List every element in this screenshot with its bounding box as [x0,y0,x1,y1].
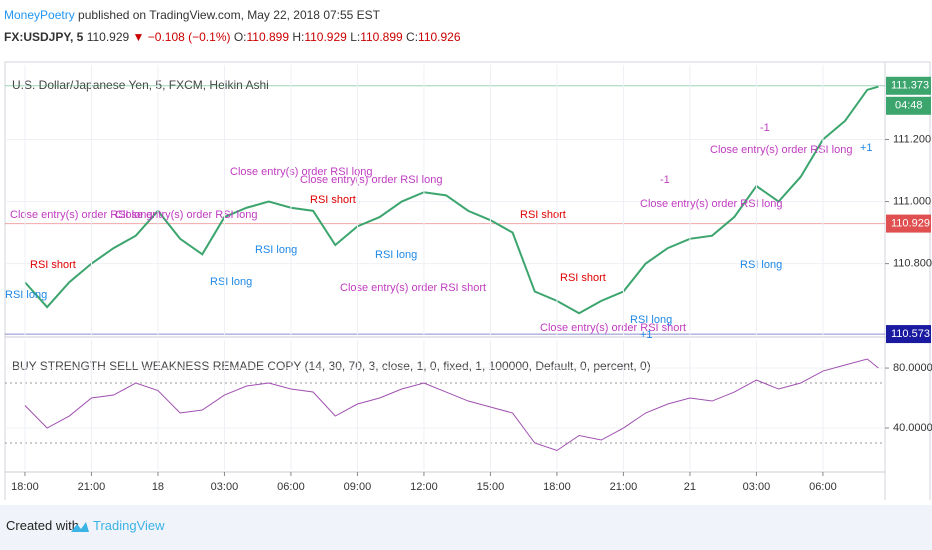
publish-line: MoneyPoetry published on TradingView.com… [4,8,380,22]
annotation: Close entry(s) order RSI long [10,209,152,221]
annotation: Close entry(s) order RSI short [540,322,686,334]
annotation: Close entry(s) order RSI short [340,282,486,294]
annotation: RSI long [5,289,47,301]
indicator-title: BUY STRENGTH SELL WEAKNESS REMADE COPY (… [12,359,651,373]
ohlc-c: 110.926 [418,30,461,44]
symbol-line: FX:USDJPY, 5 110.929 ▼ −0.108 (−0.1%) O:… [4,30,461,44]
x-tick-label: 18:00 [11,481,39,493]
ohlc-o: 110.899 [246,30,290,44]
x-tick-label: 18:00 [543,481,571,493]
symbol: FX:USDJPY, 5 [4,30,84,44]
ohlc-l: 110.899 [360,30,403,44]
ohlc-o-label: O: [233,30,247,44]
countdown: 04:48 [895,100,923,112]
annotation: RSI long [375,249,417,261]
series-line [24,358,879,452]
price-tag [886,76,931,95]
footer-brand: TradingView [93,518,165,533]
annotation: Close entry(s) order RSI long [640,198,782,210]
annotation: RSI long [630,314,672,326]
x-tick-label: 03:00 [211,481,239,493]
ohlc-h-label: H: [292,30,305,44]
annotation: -1 [660,174,670,186]
y-tick-label: 111.200 [893,133,931,145]
x-tick-label: 12:00 [410,481,438,493]
price-tag [886,214,931,233]
annotation: RSI long [255,244,297,256]
y-tick-label: 111.000 [893,195,931,207]
x-tick-label: 06:00 [277,481,305,493]
author: MoneyPoetry [4,8,75,22]
footer: Created with TradingView [0,505,932,550]
x-tick-label: 09:00 [344,481,372,493]
logo [71,522,89,532]
annotation: Close entry(s) order RSI long [710,144,852,156]
x-tick-label: 21 [684,481,696,493]
price-pane-title: U.S. Dollar/Japanese Yen, 5, FXCM, Heiki… [12,78,269,92]
annotation: RSI long [740,259,782,271]
price-tag-label: 111.373 [891,80,929,92]
price-tag [886,325,931,344]
change: ▼ −0.108 (−0.1%) [132,30,231,44]
ohlc-l-label: L: [350,30,361,44]
ohlc-h: 110.929 [304,30,347,44]
annotation: +1 [860,142,873,154]
price-tag-label: 110.929 [891,217,930,229]
annotation: +1 [640,329,653,341]
chart-frame [4,61,931,500]
annotation: -1 [760,122,770,134]
chart: U.S. Dollar/Japanese Yen, 5, FXCM, Heiki… [4,61,932,500]
annotation: Close entry(s) order RSI long [300,174,442,186]
annotation: RSI short [520,209,566,221]
x-tick-label: 03:00 [743,481,771,493]
ohlc-c-label: C: [406,30,419,44]
x-tick-label: 15:00 [477,481,505,493]
series-line [24,85,879,315]
annotation: Close entry(s) order RSI long [230,166,372,178]
x-tick-label: 21:00 [610,481,638,493]
price-tag-label: 110.573 [891,328,930,340]
footer-created: Created with [6,518,79,533]
y-tick-label: 40.0000 [893,422,932,434]
x-tick-label: 21:00 [78,481,106,493]
published: published on TradingView.com, May 22, 20… [78,8,381,22]
annotation: RSI long [210,276,252,288]
price: 110.929 [86,30,130,44]
countdown-tag [886,96,931,115]
y-tick-label: 110.800 [893,258,932,270]
x-tick-label: 06:00 [809,481,837,493]
annotation: Close entry(s) order RSI long [115,209,257,221]
x-tick-label: 18 [152,481,164,493]
annotation: RSI short [310,194,356,206]
annotation: RSI short [30,259,76,271]
annotation: RSI short [560,272,606,284]
y-tick-label: 80.0000 [893,362,932,374]
